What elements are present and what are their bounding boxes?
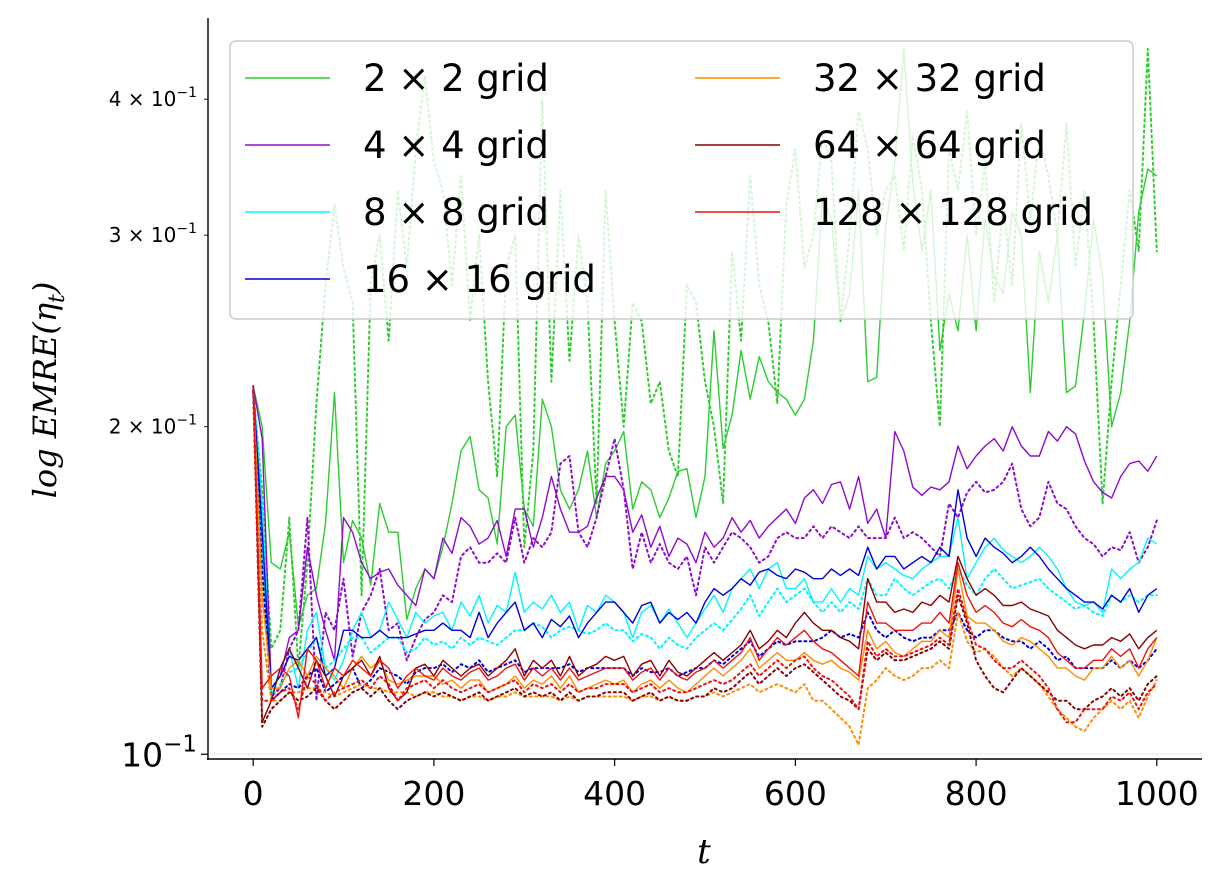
svg-text:log EMRE(ηt): log EMRE(ηt) [26, 282, 70, 499]
x-tick-label: 600 [764, 774, 827, 813]
series-line-7-dotted [252, 389, 1158, 724]
series-line-3-dotted [252, 391, 1158, 698]
x-tick-label: 800 [945, 774, 1008, 813]
series-line-4-solid [252, 385, 1158, 689]
legend-label: 2 × 2 grid [363, 57, 549, 100]
series-line-6-dotted [252, 389, 1158, 728]
series-line-5-solid [252, 385, 1158, 693]
series-line-6-solid [252, 385, 1158, 723]
y-tick-label: 10−1 [121, 731, 197, 774]
x-tick-label: 200 [402, 774, 465, 813]
series-line-3-solid [252, 385, 1158, 698]
y-axis-label-close: ) [26, 282, 64, 295]
y-tick-label: 2 × 10−1 [109, 413, 197, 439]
x-tick-label: 0 [243, 774, 264, 813]
legend: 2 × 2 grid 4 × 4 grid 8 × 8 grid 16 × 16 gr… [229, 40, 1134, 320]
x-axis-label: t [697, 832, 711, 872]
x-ticks: 0 200 400 600 800 1000 [243, 759, 1199, 813]
series-line-2-solid [252, 385, 1158, 689]
series-line-5-dotted [252, 389, 1158, 746]
legend-label: 32 × 32 grid [813, 57, 1046, 100]
y-axis-label: log EMRE(ηt) [26, 282, 70, 499]
legend-label: 128 × 128 grid [813, 191, 1093, 234]
y-axis-label-main: log EMRE(η [26, 303, 64, 498]
y-tick-label: 4 × 10−1 [109, 85, 197, 111]
legend-label: 8 × 8 grid [363, 191, 549, 234]
series-line-2-dotted [252, 385, 1158, 702]
series-line-7-solid [252, 385, 1158, 719]
y-ticks: 10−1 2 × 10−1 3 × 10−1 4 × 10−1 [109, 85, 208, 774]
series-layer [252, 47, 1158, 746]
legend-label: 64 × 64 grid [813, 124, 1046, 167]
legend-frame [229, 40, 1134, 320]
series-line-4-dotted [252, 389, 1158, 702]
x-tick-label: 1000 [1115, 774, 1199, 813]
y-axis-label-subscript: t [45, 294, 70, 303]
y-tick-label: 3 × 10−1 [109, 221, 197, 247]
x-tick-label: 400 [583, 774, 646, 813]
legend-label: 16 × 16 grid [363, 258, 596, 301]
legend-label: 4 × 4 grid [363, 124, 549, 167]
